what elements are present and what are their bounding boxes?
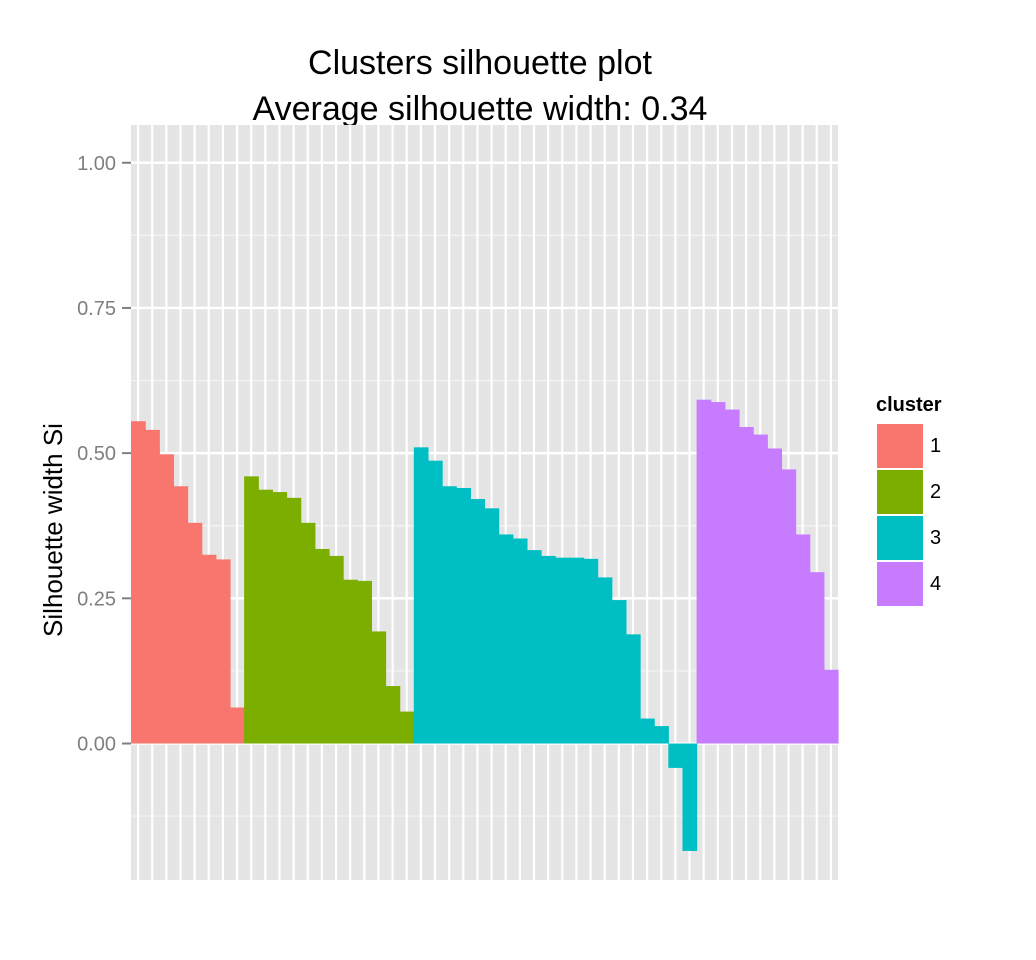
legend-item: 2: [876, 469, 942, 515]
bar-cluster-2: [286, 497, 302, 744]
bar-cluster-4: [823, 669, 839, 744]
bar-cluster-3: [555, 557, 570, 744]
bar-cluster-3: [583, 558, 599, 744]
bar-cluster-4: [710, 402, 726, 744]
bar-cluster-1: [159, 454, 175, 744]
legend-items: 1 2 3 4: [876, 423, 942, 607]
bar-cluster-4: [696, 399, 712, 744]
legend-swatch: [876, 561, 924, 607]
y-tick-label: 0.00: [77, 734, 116, 756]
bar-cluster-1: [229, 707, 245, 744]
legend: cluster 1 2 3 4: [876, 394, 942, 607]
legend-swatch: [876, 515, 924, 561]
bar-cluster-2: [399, 711, 415, 744]
bar-cluster-3: [526, 550, 542, 744]
legend-label: 2: [930, 480, 942, 503]
legend-label: 3: [930, 526, 942, 549]
bar-cluster-3: [484, 508, 500, 744]
legend-swatch: [876, 423, 924, 469]
y-tick-label: 0.75: [77, 298, 116, 320]
bar-cluster-2: [258, 489, 273, 744]
bar-cluster-3: [512, 538, 528, 744]
bar-cluster-3: [569, 557, 585, 744]
chart-subtitle: Average silhouette width: 0.34: [252, 90, 708, 128]
y-tick-label: 0.25: [77, 588, 116, 610]
bar-cluster-2: [328, 555, 344, 744]
bar-cluster-4: [739, 427, 754, 744]
chart-title: Clusters silhouette plot Average silhoue…: [0, 40, 960, 132]
bar-cluster-3: [442, 486, 457, 744]
bar-cluster-2: [357, 580, 372, 744]
bar-cluster-2: [244, 476, 259, 744]
bar-cluster-2: [272, 492, 288, 744]
bar-cluster-1: [201, 554, 217, 744]
bar-cluster-1: [187, 522, 203, 744]
bar-cluster-4: [753, 434, 768, 744]
bar-cluster-3: [470, 499, 486, 744]
bar-cluster-3: [427, 460, 443, 744]
bar-cluster-3: [597, 577, 613, 744]
legend-label: 1: [930, 434, 942, 457]
bar-cluster-1: [173, 486, 189, 744]
bar-cluster-2: [314, 548, 330, 744]
bar-cluster-3: [625, 634, 641, 744]
bar-cluster-2: [371, 631, 387, 744]
bar-cluster-4: [809, 572, 825, 744]
bar-cluster-3: [682, 743, 698, 851]
bar-cluster-3: [654, 726, 669, 744]
bar-cluster-4: [795, 534, 811, 744]
bar-cluster-4: [724, 409, 740, 744]
bar-cluster-3: [640, 718, 655, 744]
legend-title: cluster: [876, 394, 942, 416]
legend-item: 4: [876, 561, 942, 607]
bar-cluster-1: [131, 421, 146, 744]
bar-cluster-3: [456, 487, 471, 744]
bar-cluster-2: [343, 579, 358, 744]
bar-cluster-3: [668, 743, 684, 768]
bar-cluster-4: [767, 448, 783, 744]
y-tick-label: 0.50: [77, 443, 116, 465]
bar-cluster-1: [215, 559, 231, 744]
bar-cluster-1: [145, 429, 160, 744]
bar-cluster-3: [541, 555, 556, 744]
legend-item: 1: [876, 423, 942, 469]
bar-cluster-2: [300, 522, 316, 744]
y-tick-label: 1.00: [77, 153, 116, 175]
bar-cluster-3: [611, 600, 627, 744]
legend-swatch: [876, 469, 924, 515]
chart-title-line: Clusters silhouette plot: [308, 44, 652, 82]
legend-item: 3: [876, 515, 942, 561]
bar-cluster-3: [413, 447, 429, 744]
bar-cluster-4: [781, 469, 797, 744]
legend-label: 4: [930, 572, 942, 595]
bar-cluster-3: [498, 534, 514, 744]
bar-cluster-2: [385, 686, 401, 744]
